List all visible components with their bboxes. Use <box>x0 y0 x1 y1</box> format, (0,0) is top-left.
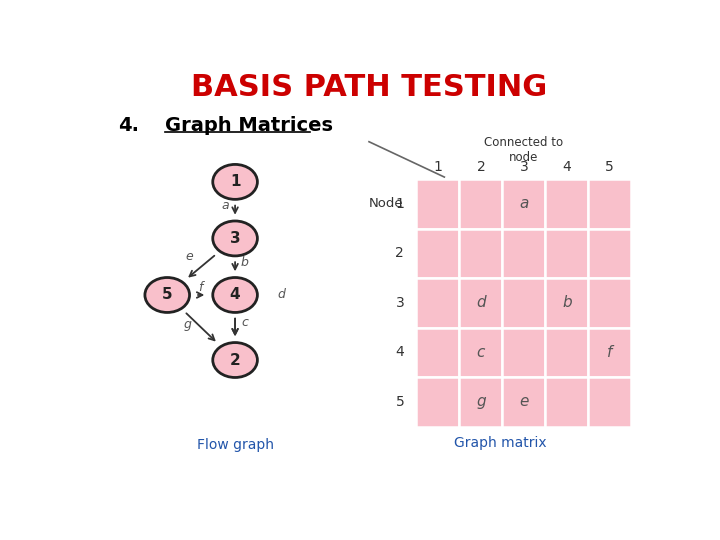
Bar <box>416 228 459 278</box>
Text: 5: 5 <box>606 160 614 174</box>
Bar <box>545 228 588 278</box>
Text: g: g <box>476 394 486 409</box>
Text: Node: Node <box>369 198 403 211</box>
Bar <box>416 278 459 328</box>
Text: e: e <box>519 394 528 409</box>
Bar <box>503 179 545 228</box>
Bar <box>416 179 459 228</box>
Text: 3: 3 <box>395 296 404 310</box>
Text: a: a <box>519 197 528 211</box>
Text: 4: 4 <box>562 160 571 174</box>
Bar <box>459 328 503 377</box>
Bar <box>416 328 459 377</box>
Ellipse shape <box>213 221 258 256</box>
Text: c: c <box>477 345 485 360</box>
Text: a: a <box>222 199 230 212</box>
Text: e: e <box>186 251 194 264</box>
Text: 1: 1 <box>395 197 404 211</box>
Text: 2: 2 <box>230 353 240 368</box>
Text: 1: 1 <box>230 174 240 190</box>
Ellipse shape <box>213 342 258 377</box>
Text: b: b <box>562 295 572 310</box>
Bar <box>588 377 631 427</box>
Bar <box>503 228 545 278</box>
Ellipse shape <box>213 278 258 313</box>
Text: b: b <box>240 256 248 269</box>
Text: 4: 4 <box>230 287 240 302</box>
Bar <box>588 179 631 228</box>
Text: 5: 5 <box>395 395 404 409</box>
Bar <box>503 377 545 427</box>
Bar <box>588 328 631 377</box>
Bar <box>588 228 631 278</box>
Text: Flow graph: Flow graph <box>197 438 274 453</box>
Ellipse shape <box>145 278 189 313</box>
Text: 4.: 4. <box>118 116 139 134</box>
Bar <box>545 278 588 328</box>
Bar <box>588 278 631 328</box>
Text: Connected to
node: Connected to node <box>485 136 564 164</box>
Text: g: g <box>184 318 192 331</box>
Text: 3: 3 <box>519 160 528 174</box>
Bar <box>459 179 503 228</box>
Text: 2: 2 <box>477 160 485 174</box>
Text: 1: 1 <box>433 160 442 174</box>
Bar <box>503 278 545 328</box>
Text: f: f <box>198 281 202 294</box>
Text: d: d <box>278 288 286 301</box>
Bar <box>545 377 588 427</box>
Bar <box>416 377 459 427</box>
Bar <box>459 278 503 328</box>
Text: BASIS PATH TESTING: BASIS PATH TESTING <box>191 73 547 102</box>
Bar <box>545 328 588 377</box>
Text: 5: 5 <box>162 287 173 302</box>
Bar <box>503 328 545 377</box>
Text: d: d <box>476 295 486 310</box>
Text: 4: 4 <box>395 345 404 359</box>
Bar <box>459 228 503 278</box>
Text: c: c <box>241 316 248 329</box>
Text: 3: 3 <box>230 231 240 246</box>
Bar <box>459 377 503 427</box>
Text: 2: 2 <box>395 246 404 260</box>
Bar <box>545 179 588 228</box>
Text: f: f <box>607 345 613 360</box>
Text: Graph matrix: Graph matrix <box>454 436 546 450</box>
Ellipse shape <box>213 164 258 199</box>
Text: Graph Matrices: Graph Matrices <box>166 116 333 134</box>
